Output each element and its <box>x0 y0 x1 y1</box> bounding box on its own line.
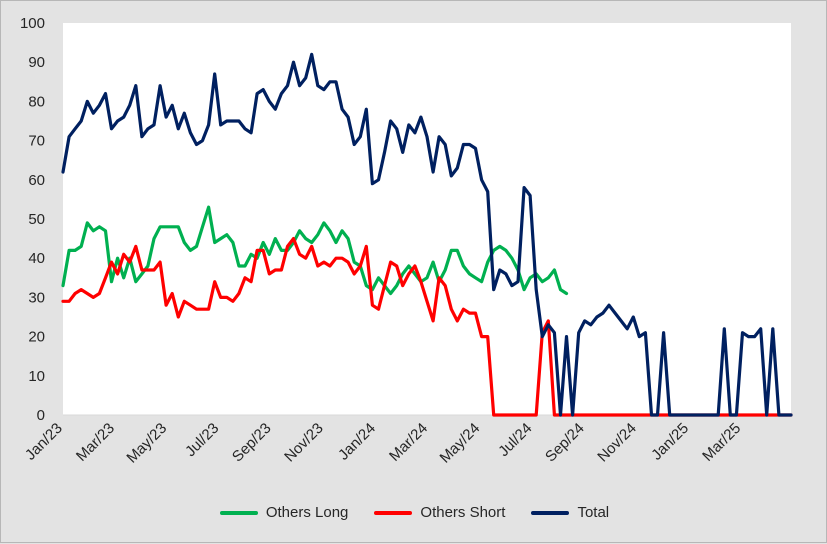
legend-item: Others Long <box>219 504 349 521</box>
x-tick-label: May/23 <box>123 420 170 467</box>
legend: Others Long Others Short Total <box>1 504 827 521</box>
y-tick-label: 70 <box>28 133 45 150</box>
y-tick-label: 20 <box>28 329 45 346</box>
x-tick-label: Jul/24 <box>495 420 535 460</box>
legend-label: Others Short <box>420 504 506 521</box>
y-tick-label: 30 <box>28 289 45 306</box>
x-tick-label: Sep/24 <box>542 420 588 466</box>
series-line-others-short <box>61 237 793 417</box>
y-tick-label: 0 <box>37 407 45 424</box>
y-tick-label: 10 <box>28 368 45 385</box>
x-tick-label: May/24 <box>437 420 484 467</box>
x-tick-label: Mar/25 <box>699 420 744 465</box>
legend-swatch <box>374 510 413 515</box>
y-tick-label: 90 <box>28 54 45 71</box>
legend-item: Others Short <box>374 504 505 521</box>
x-tick-label: Jan/24 <box>335 420 379 464</box>
x-tick-label: Jan/23 <box>22 420 66 464</box>
legend-swatch <box>219 510 258 515</box>
x-tick-label: Jan/25 <box>648 420 692 464</box>
legend-swatch <box>531 510 570 515</box>
y-tick-label: 60 <box>28 172 45 189</box>
x-tick-label: Mar/24 <box>386 420 431 465</box>
series-line-total <box>61 52 793 417</box>
x-tick-label: Sep/23 <box>229 420 275 466</box>
x-tick-label: Nov/23 <box>281 420 327 466</box>
y-tick-label: 50 <box>28 211 45 228</box>
plot-area <box>63 23 791 415</box>
x-tick-label: Jul/23 <box>182 420 222 460</box>
x-tick-label: Nov/24 <box>594 420 640 466</box>
y-tick-label: 100 <box>20 15 45 32</box>
legend-label: Others Long <box>265 504 349 521</box>
legend-label: Total <box>577 504 610 521</box>
legend-item: Total <box>531 504 609 521</box>
y-tick-label: 80 <box>28 93 45 110</box>
x-tick-label: Mar/23 <box>73 420 118 465</box>
y-tick-label: 40 <box>28 250 45 267</box>
series-line-others-long <box>61 205 569 296</box>
